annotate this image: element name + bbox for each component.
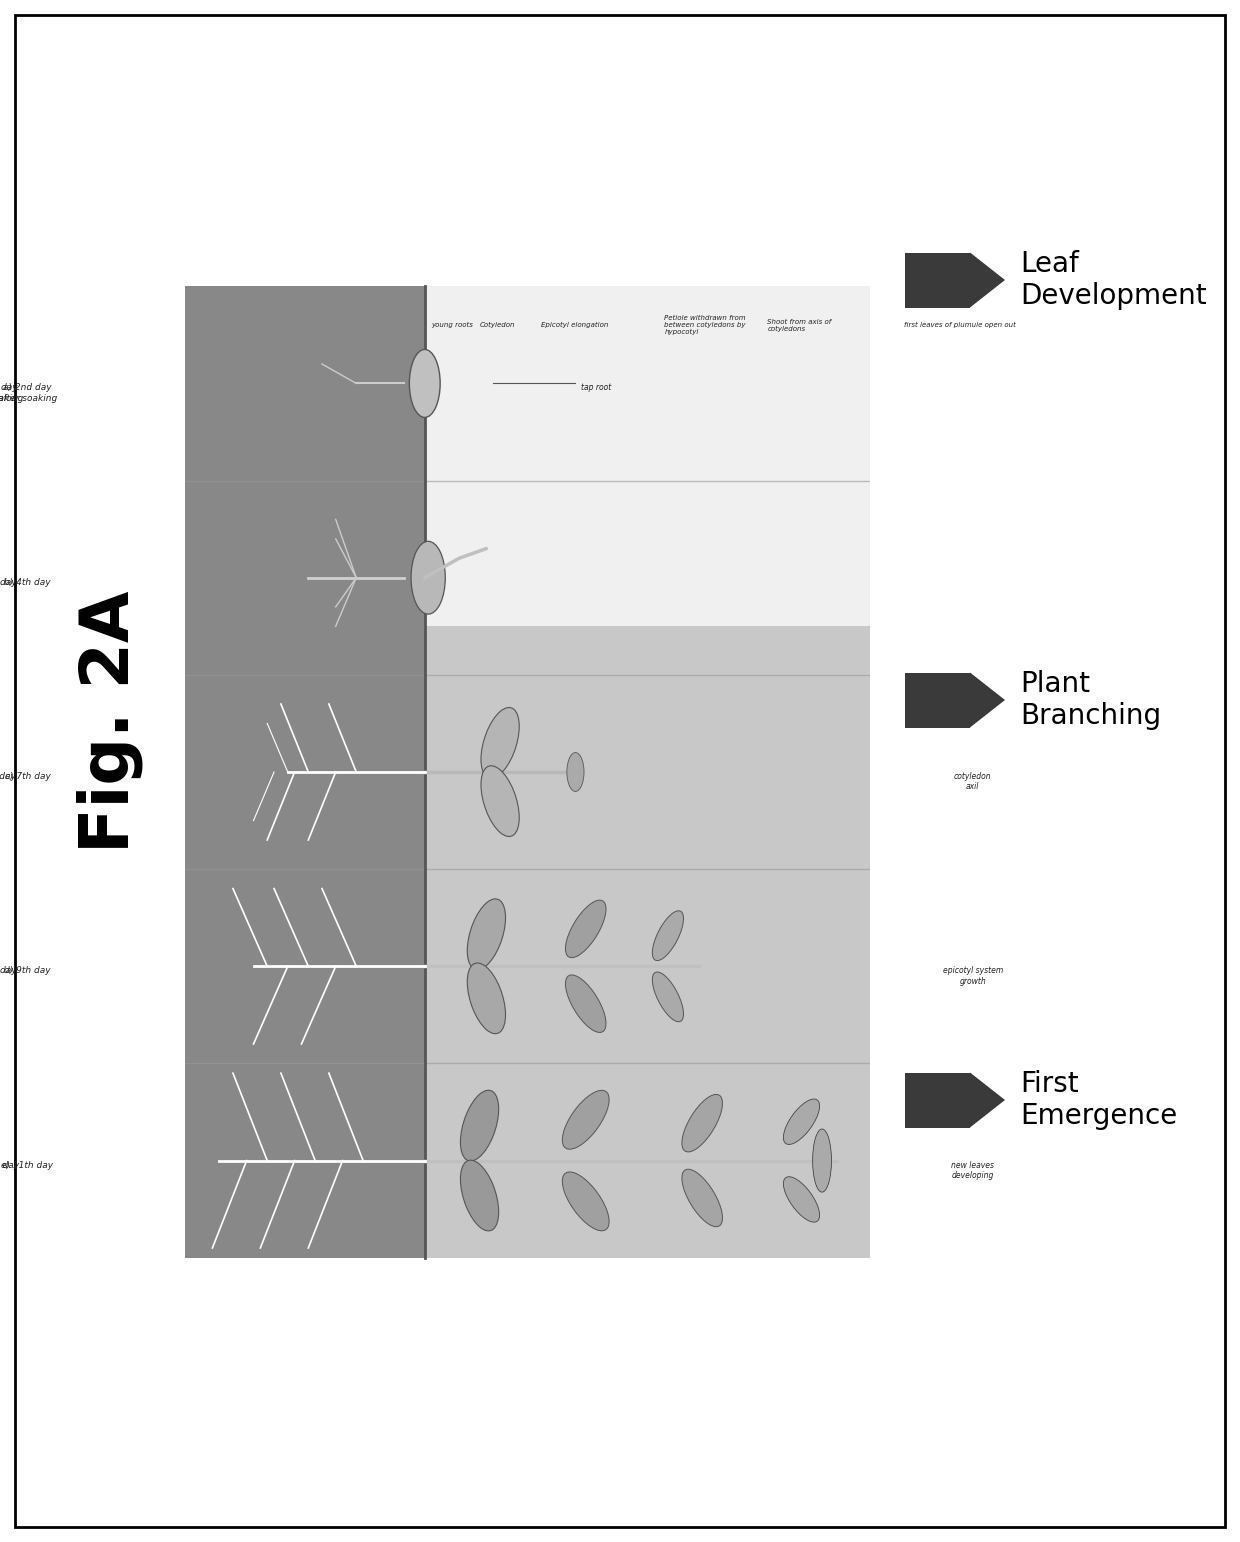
Polygon shape: [970, 1073, 1004, 1127]
Ellipse shape: [784, 1177, 820, 1223]
Text: c) 7th day: c) 7th day: [5, 773, 51, 780]
Text: Plant
Branching: Plant Branching: [1021, 669, 1161, 731]
Ellipse shape: [812, 1129, 832, 1192]
Text: tap root: tap root: [580, 384, 611, 392]
Ellipse shape: [481, 708, 520, 779]
FancyBboxPatch shape: [905, 672, 970, 728]
Text: young roots: young roots: [432, 322, 474, 328]
FancyBboxPatch shape: [15, 15, 1225, 1527]
Ellipse shape: [567, 752, 584, 791]
FancyBboxPatch shape: [425, 287, 1007, 1258]
Ellipse shape: [467, 899, 506, 970]
Polygon shape: [970, 672, 1004, 728]
Text: a) 2nd day
after soaking: a) 2nd day after soaking: [0, 384, 22, 402]
Text: Epicotyl elongation: Epicotyl elongation: [541, 322, 609, 328]
Text: b) 4th day: b) 4th day: [4, 578, 51, 586]
Ellipse shape: [682, 1169, 723, 1227]
Text: d) 9th day: d) 9th day: [0, 967, 16, 975]
Text: a) 2nd day
after soaking: a) 2nd day after soaking: [0, 384, 57, 402]
Polygon shape: [970, 253, 1004, 307]
Ellipse shape: [481, 766, 520, 836]
Text: e) 11th day: e) 11th day: [0, 1161, 20, 1169]
Text: epicotyl system
growth: epicotyl system growth: [942, 967, 1003, 985]
Ellipse shape: [565, 901, 606, 958]
Ellipse shape: [460, 1160, 498, 1231]
Ellipse shape: [682, 1095, 723, 1152]
Ellipse shape: [410, 541, 445, 614]
Ellipse shape: [460, 1090, 498, 1161]
Ellipse shape: [784, 1099, 820, 1144]
Ellipse shape: [562, 1172, 609, 1231]
FancyBboxPatch shape: [48, 287, 425, 1258]
Text: Shoot from axis of
cotyledons: Shoot from axis of cotyledons: [768, 319, 832, 332]
FancyBboxPatch shape: [905, 1073, 970, 1127]
FancyBboxPatch shape: [425, 626, 1007, 1258]
Ellipse shape: [565, 975, 606, 1033]
Text: new leaves
developing: new leaves developing: [951, 1161, 994, 1180]
FancyBboxPatch shape: [905, 253, 970, 307]
Text: first leaves of plumule open out: first leaves of plumule open out: [904, 322, 1016, 328]
Text: Cotyledon: Cotyledon: [480, 322, 515, 328]
Text: c) 7th day: c) 7th day: [0, 773, 16, 780]
Text: e) 11th day: e) 11th day: [1, 1161, 53, 1169]
Text: Leaf
Development: Leaf Development: [1021, 250, 1207, 310]
Text: Fig. 2A: Fig. 2A: [77, 591, 144, 853]
Text: First
Emergence: First Emergence: [1021, 1070, 1177, 1130]
Text: d) 9th day: d) 9th day: [4, 967, 51, 975]
Text: b) 4th day: b) 4th day: [0, 578, 16, 586]
Ellipse shape: [562, 1090, 609, 1149]
Ellipse shape: [652, 971, 683, 1022]
Text: Petiole withdrawn from
between cotyledons by
hypocotyl: Petiole withdrawn from between cotyledon…: [665, 315, 746, 335]
Ellipse shape: [652, 911, 683, 961]
Ellipse shape: [409, 350, 440, 418]
Ellipse shape: [467, 962, 506, 1033]
Text: cotyledon
axil: cotyledon axil: [954, 773, 992, 791]
